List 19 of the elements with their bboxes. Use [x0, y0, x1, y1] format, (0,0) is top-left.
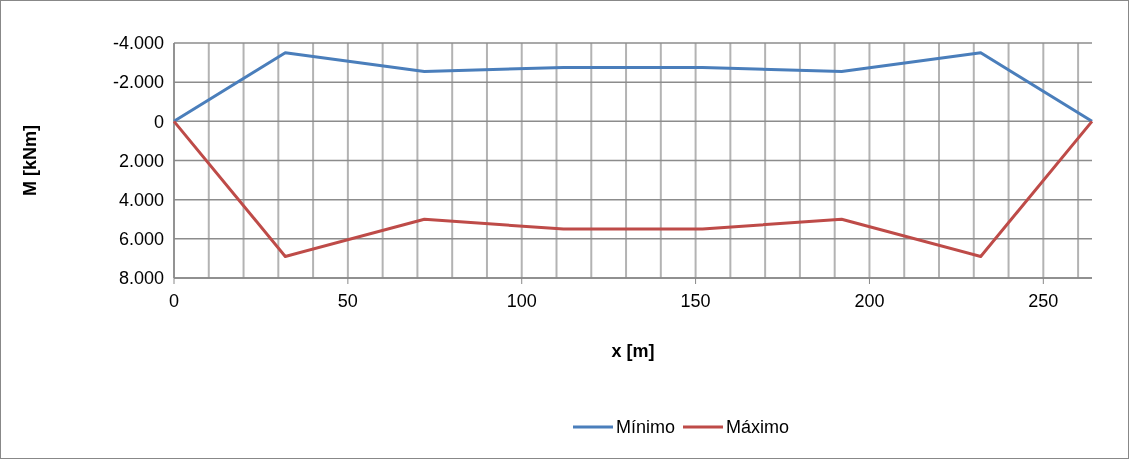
x-tick-label: 200 — [854, 291, 885, 311]
line-series — [172, 51, 1094, 123]
y-tick-label: -2.000 — [112, 72, 164, 93]
legend-label: Mínimo — [616, 417, 676, 438]
line-series — [172, 119, 1094, 258]
x-tick-label: 250 — [1028, 291, 1059, 311]
x-tick-label: 0 — [168, 291, 180, 311]
y-axis-title: M [kNm] — [20, 125, 40, 196]
y-tick-label: 4.000 — [118, 189, 164, 210]
y-tick-label: -4.000 — [112, 33, 164, 54]
x-tick-label: 150 — [680, 291, 711, 311]
x-tick-label: 50 — [337, 291, 358, 311]
x-tick-label: 100 — [506, 291, 537, 311]
x-axis-title: x [m] — [611, 341, 655, 361]
y-tick-label: 2.000 — [118, 150, 164, 171]
legend-label: Máximo — [726, 417, 790, 438]
y-tick-label: 0 — [153, 111, 164, 132]
y-tick-label: 6.000 — [118, 229, 164, 250]
y-tick-label: 8.000 — [118, 268, 164, 289]
